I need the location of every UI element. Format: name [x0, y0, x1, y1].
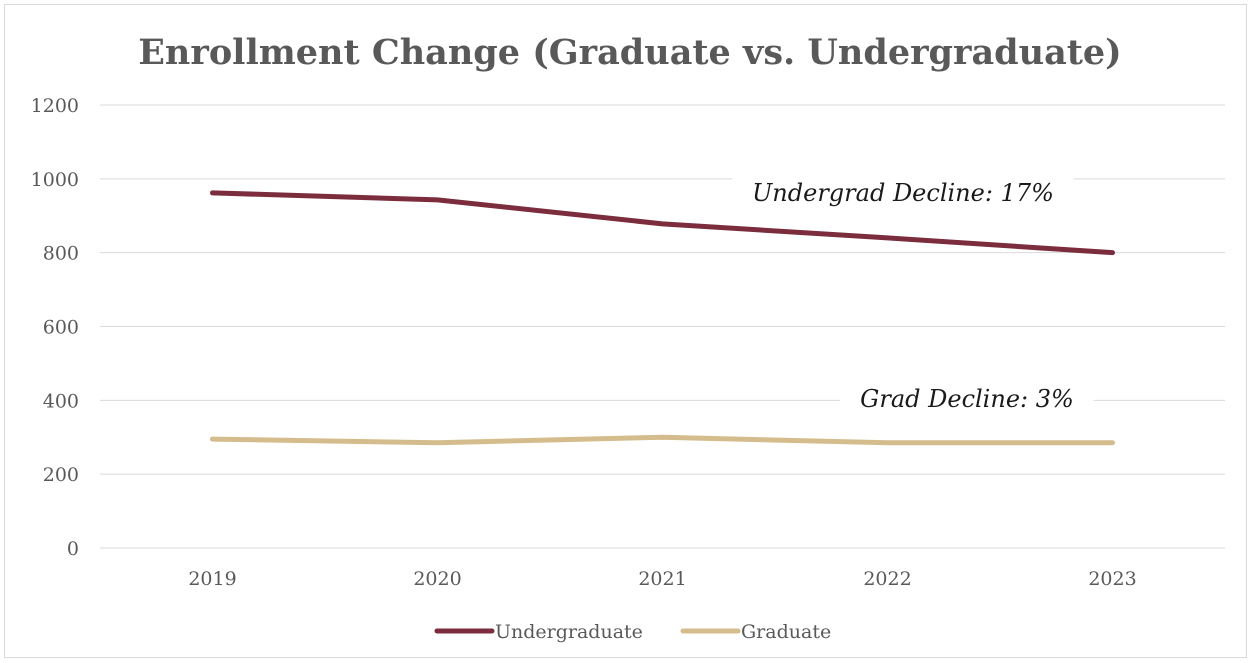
legend-label: Graduate: [741, 621, 831, 643]
annotation-text: Grad Decline: 3%: [860, 385, 1074, 413]
annotation-background: [840, 379, 1094, 417]
x-tick-label: 2020: [413, 568, 461, 590]
x-tick-label: 2022: [863, 568, 911, 590]
annotation-text: Undergrad Decline: 17%: [752, 179, 1054, 207]
series-line-graduate: [210, 434, 1115, 446]
x-tick-label: 2021: [638, 568, 686, 590]
annotation-layer: Undergrad Decline: 17% Grad Decline: 3%: [732, 173, 1094, 417]
x-tick-label: 2019: [188, 568, 236, 590]
y-tick-label: 200: [43, 464, 79, 486]
y-tick-label: 0: [67, 538, 79, 560]
annotation-background: [732, 173, 1074, 211]
x-tick-label: 2023: [1088, 568, 1136, 590]
y-tick-label: 1000: [31, 169, 79, 191]
chart-title: Enrollment Change (Graduate vs. Undergra…: [138, 32, 1122, 73]
grid-layer: [100, 104, 1225, 549]
x-axis-ticks: 2019 2020 2021 2022 2023: [188, 568, 1136, 590]
legend-label: Undergraduate: [495, 621, 643, 643]
series-layer: [210, 190, 1115, 446]
legend: Undergraduate Graduate: [434, 621, 831, 643]
y-tick-label: 800: [43, 243, 79, 265]
y-tick-label: 600: [43, 317, 79, 339]
y-tick-label: 400: [43, 390, 79, 412]
y-axis-ticks: 0 200 400 600 800 1000 1200: [31, 95, 79, 560]
y-tick-label: 1200: [31, 95, 79, 117]
chart-frame: [4, 4, 1247, 658]
